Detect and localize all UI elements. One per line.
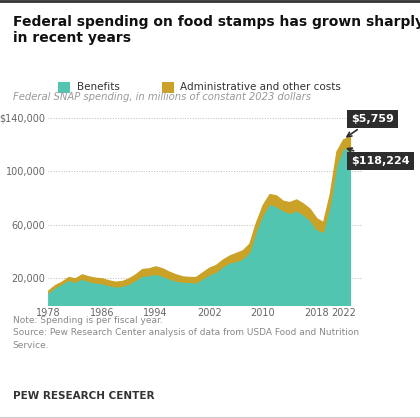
- FancyBboxPatch shape: [58, 82, 70, 93]
- Text: Federal spending on food stamps has grown sharply
in recent years: Federal spending on food stamps has grow…: [13, 15, 420, 46]
- FancyBboxPatch shape: [162, 82, 174, 93]
- Text: $118,224: $118,224: [348, 148, 410, 166]
- Text: Administrative and other costs: Administrative and other costs: [181, 82, 341, 92]
- Text: Federal SNAP spending, in millions of constant 2023 dollars: Federal SNAP spending, in millions of co…: [13, 92, 311, 102]
- Text: $5,759: $5,759: [347, 114, 394, 137]
- Text: Note: Spending is per fiscal year.
Source: Pew Research Center analysis of data : Note: Spending is per fiscal year. Sourc…: [13, 316, 359, 349]
- Text: Benefits: Benefits: [76, 82, 119, 92]
- Text: PEW RESEARCH CENTER: PEW RESEARCH CENTER: [13, 391, 154, 401]
